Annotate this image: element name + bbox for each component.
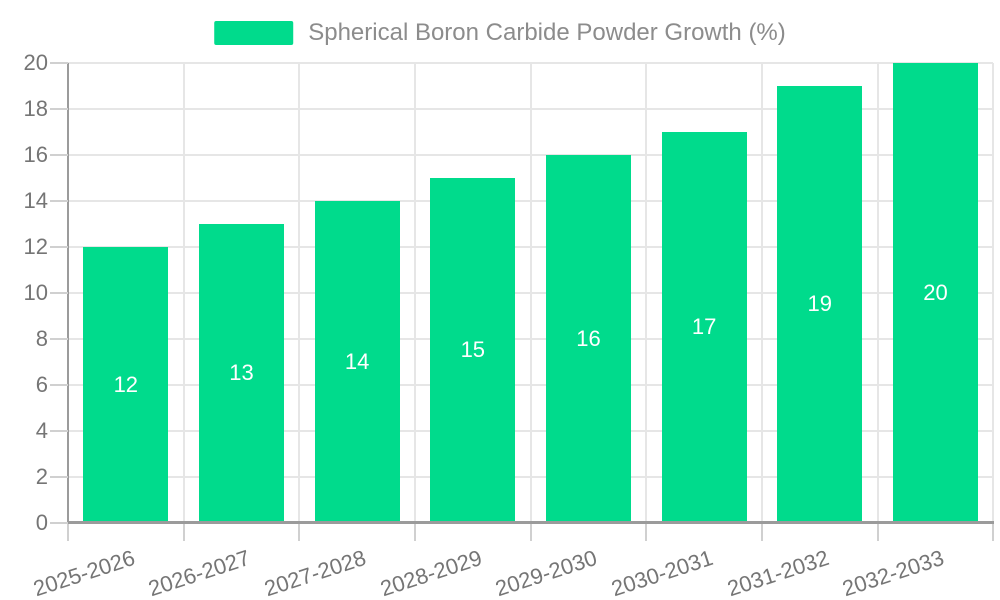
y-axis-tick [50, 292, 68, 294]
bar[interactable]: 15 [430, 178, 516, 522]
y-axis-tick [50, 430, 68, 432]
x-axis-tick [760, 524, 763, 541]
x-axis-tick-label: 2026-2027 [145, 545, 254, 600]
x-axis-tick-label: 2025-2026 [29, 545, 138, 600]
bar[interactable]: 16 [545, 155, 631, 522]
x-axis-tick [529, 524, 532, 541]
bar-value-label: 14 [344, 348, 370, 374]
x-axis-tick [67, 524, 69, 541]
y-axis-tick [50, 108, 68, 110]
bar-value-label: 17 [691, 314, 717, 339]
y-axis-tick [50, 522, 68, 524]
x-axis-tick [645, 524, 648, 541]
y-axis-tick [50, 476, 68, 478]
gridline-vertical [992, 63, 995, 522]
y-axis-line [67, 63, 69, 541]
y-axis-tick [50, 62, 68, 64]
x-axis-tick-label: 2031-2032 [723, 545, 832, 600]
y-axis-tick [50, 246, 68, 248]
legend-swatch-icon [214, 21, 294, 45]
x-axis-tick-label: 2032-2033 [839, 545, 948, 600]
x-axis-tick-label: 2028-2029 [376, 545, 485, 600]
bar-value-label: 19 [807, 291, 833, 316]
y-axis-tick-label: 2 [35, 464, 48, 489]
bar-value-label: 20 [923, 279, 948, 305]
x-axis-tick [992, 524, 995, 541]
x-axis-tick-label: 2029-2030 [492, 545, 601, 600]
x-axis-line [67, 521, 995, 524]
y-axis-tick-label: 8 [35, 326, 48, 351]
bar[interactable]: 20 [892, 63, 978, 522]
y-axis-tick [50, 154, 68, 156]
y-axis-tick [50, 200, 68, 202]
legend-item[interactable]: Spherical Boron Carbide Powder Growth (%… [214, 19, 786, 47]
gridline-vertical [645, 63, 648, 522]
bar-value-label: 16 [576, 325, 601, 351]
legend-label: Spherical Boron Carbide Powder Growth (%… [308, 19, 786, 46]
gridline-vertical [529, 63, 532, 522]
y-axis-tick-label: 20 [23, 50, 48, 75]
bar-value-label: 13 [229, 360, 254, 385]
bar[interactable]: 14 [314, 201, 400, 522]
y-axis-tick-label: 18 [23, 96, 48, 121]
gridline-vertical [413, 63, 416, 522]
y-axis-tick-label: 6 [35, 372, 48, 397]
bar[interactable]: 13 [198, 224, 284, 522]
bar[interactable]: 19 [777, 86, 863, 522]
x-axis-tick [876, 524, 879, 541]
bar[interactable]: 17 [661, 132, 747, 522]
gridline-vertical [876, 63, 879, 522]
bar[interactable]: 12 [83, 247, 169, 522]
x-axis-tick [182, 524, 185, 541]
x-axis-tick-label: 2027-2028 [261, 545, 369, 600]
bar-value-label: 15 [460, 337, 486, 362]
x-axis-tick [298, 524, 301, 541]
x-axis-tick [413, 524, 416, 541]
x-axis-tick-label: 2030-2031 [608, 545, 716, 600]
y-axis-tick-label: 14 [23, 188, 48, 213]
gridline-vertical [298, 63, 301, 522]
y-axis-tick [50, 384, 68, 386]
y-axis-tick-label: 4 [35, 418, 48, 443]
y-axis-tick-label: 16 [23, 142, 48, 167]
y-axis-tick-label: 12 [23, 234, 48, 259]
y-axis-tick [50, 338, 68, 340]
y-axis-tick-label: 0 [35, 510, 48, 535]
gridline-vertical [760, 63, 763, 522]
gridline-vertical [182, 63, 185, 522]
y-axis-tick-label: 10 [23, 280, 48, 305]
bar-value-label: 12 [113, 371, 139, 397]
